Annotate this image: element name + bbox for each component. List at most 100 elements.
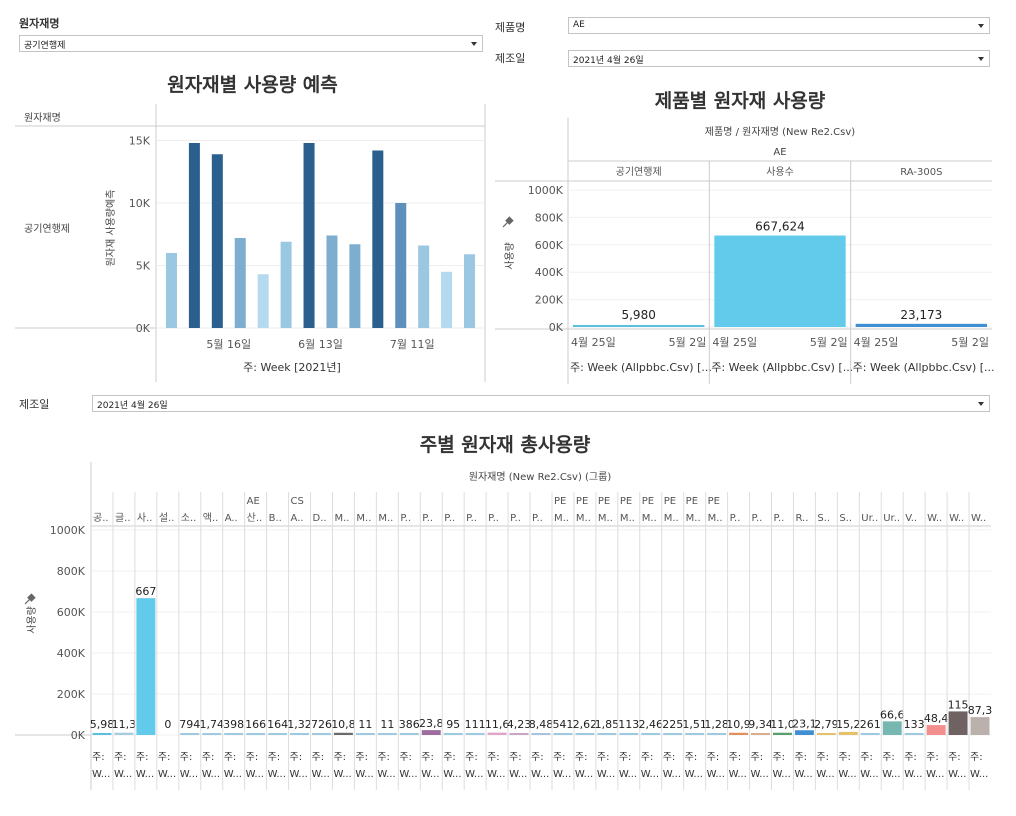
forecast-bar[interactable] [418, 245, 430, 329]
weekly-bar[interactable] [816, 733, 836, 735]
x-tick-label: 7월 11일 [390, 337, 435, 351]
x-axis-label: W... [509, 769, 527, 780]
weekly-bar[interactable] [355, 733, 375, 735]
weekly-bar[interactable] [597, 733, 617, 735]
weekly-bar[interactable] [333, 732, 353, 735]
weekly-bar[interactable] [202, 733, 222, 735]
weekly-bar[interactable] [92, 733, 112, 735]
weekly-bar[interactable] [268, 733, 288, 735]
weekly-bar[interactable] [487, 732, 507, 735]
weekly-bar[interactable] [224, 733, 244, 735]
material-filter-dropdown[interactable]: 공기연행제 [19, 35, 483, 52]
x-axis-label: W... [751, 769, 769, 780]
y-tick-label: 800K [57, 565, 86, 578]
weekly-bar[interactable] [509, 733, 529, 735]
weekly-bar[interactable] [619, 733, 639, 735]
date-filter-dropdown[interactable]: 2021년 4월 26일 [568, 50, 990, 67]
category-label: S.. [817, 513, 830, 524]
weekly-bar[interactable] [136, 598, 156, 735]
weekly-bar[interactable] [531, 733, 551, 735]
x-axis-label: W... [838, 769, 856, 780]
weekly-bar[interactable] [641, 733, 661, 735]
x-axis-label: W... [333, 769, 351, 780]
forecast-bar[interactable] [280, 241, 292, 328]
x-tick-label: 4월 25일 [712, 335, 757, 349]
category-label: M.. [664, 513, 679, 524]
pin-icon[interactable] [501, 216, 514, 229]
weekly-bar[interactable] [180, 733, 200, 735]
forecast-bar[interactable] [349, 244, 361, 328]
x-axis-label: 주: [333, 752, 346, 763]
weekly-bar[interactable] [904, 733, 924, 735]
weekly-bar[interactable] [312, 733, 331, 735]
weekly-bar[interactable] [575, 733, 595, 735]
pin-icon[interactable] [23, 593, 36, 606]
date-filter-bottom-dropdown[interactable]: 2021년 4월 26일 [92, 395, 990, 412]
weekly-bar[interactable] [465, 733, 485, 735]
category-label-top: PE [620, 496, 632, 507]
category-label-top: PE [708, 496, 720, 507]
panel-name: 사용수 [766, 166, 794, 178]
category-label: M.. [598, 513, 613, 524]
x-axis-label: W... [904, 769, 922, 780]
forecast-bar[interactable] [441, 271, 453, 328]
weekly-bar[interactable] [443, 733, 463, 735]
x-axis-label: W... [312, 769, 330, 780]
x-tick-label: 5월 2일 [810, 335, 848, 349]
weekly-bar[interactable] [114, 732, 134, 735]
weekly-bar[interactable] [421, 730, 441, 735]
weekly-bar[interactable] [926, 725, 946, 735]
weekly-bar[interactable] [882, 721, 902, 735]
forecast-bar[interactable] [211, 154, 223, 328]
forecast-bar[interactable] [257, 274, 269, 328]
bar-value-label: 111 [465, 718, 486, 731]
forecast-bar[interactable] [395, 203, 407, 328]
weekly-bar[interactable] [729, 732, 749, 735]
weekly-bar[interactable] [377, 733, 397, 735]
weekly-bar[interactable] [246, 733, 266, 735]
row-label: 공기연행제 [24, 223, 70, 235]
bar-value-label: 11 [358, 718, 372, 731]
forecast-bar[interactable] [464, 254, 476, 328]
bar-value-label: 726 [311, 718, 332, 731]
weekly-bar[interactable] [663, 733, 683, 735]
weekly-bar[interactable] [970, 717, 990, 735]
weekly-bar[interactable] [860, 733, 880, 735]
category-label: M.. [576, 513, 591, 524]
forecast-bar[interactable] [372, 150, 384, 329]
category-label: P.. [422, 513, 433, 524]
y-tick-label: 0K [136, 322, 151, 335]
product-filter-dropdown[interactable]: AE [568, 17, 990, 34]
weekly-bar[interactable] [948, 711, 968, 735]
bar-value-label: 10,9 [726, 718, 751, 731]
product-bar[interactable] [714, 235, 846, 327]
weekly-bar[interactable] [838, 731, 858, 735]
forecast-bar[interactable] [234, 238, 246, 328]
x-axis-label: 주: [377, 752, 390, 763]
x-axis-label: 주: [707, 752, 720, 763]
forecast-bar[interactable] [165, 253, 177, 328]
category-label-top: PE [686, 496, 698, 507]
x-axis-label: W... [290, 769, 308, 780]
x-axis-label: 주: [882, 752, 895, 763]
weekly-bar[interactable] [399, 733, 419, 735]
forecast-bar[interactable] [326, 235, 338, 329]
product-bar[interactable] [855, 323, 987, 327]
x-axis-label: 주: [180, 752, 193, 763]
product-bar[interactable] [573, 325, 705, 327]
weekly-bar[interactable] [772, 732, 792, 735]
x-axis-label: W... [685, 769, 703, 780]
forecast-bar[interactable] [188, 143, 200, 328]
weekly-bar[interactable] [707, 733, 727, 735]
x-axis-label: 주: [399, 752, 412, 763]
weekly-bar[interactable] [751, 733, 770, 735]
category-label: V.. [905, 513, 917, 524]
weekly-bar[interactable] [794, 730, 814, 735]
y-axis-title: 사용량 [504, 242, 516, 270]
weekly-bar[interactable] [553, 733, 573, 735]
weekly-bar[interactable] [685, 733, 705, 735]
forecast-bar[interactable] [303, 143, 315, 328]
x-axis-label: W... [926, 769, 944, 780]
weekly-bar[interactable] [290, 733, 310, 735]
bar-value-label: 1,51 [682, 718, 707, 731]
